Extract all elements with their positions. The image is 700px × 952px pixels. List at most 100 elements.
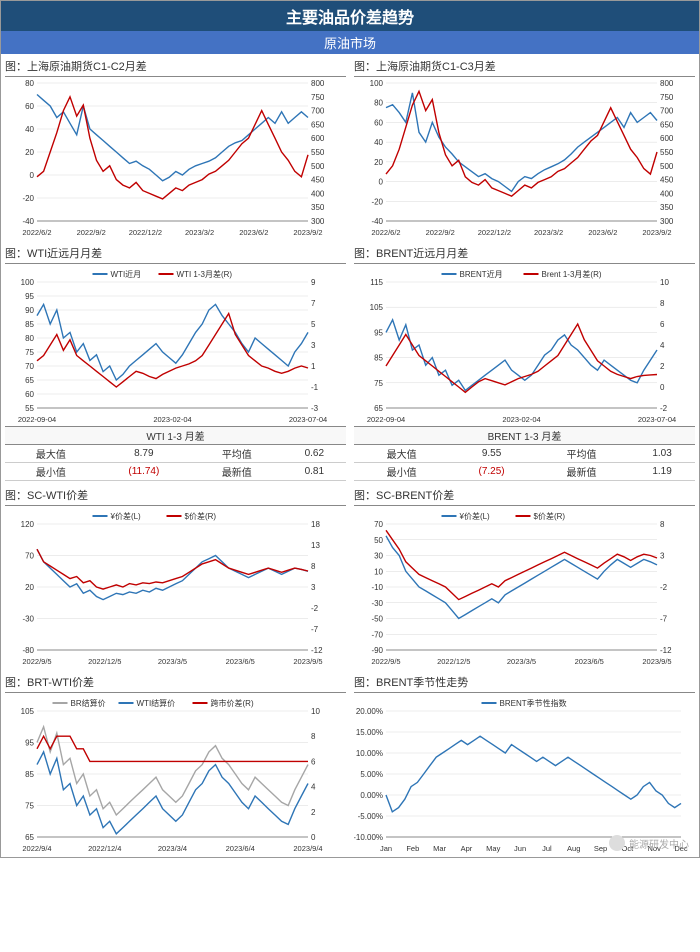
svg-text:95: 95 [25,739,34,748]
svg-text:70: 70 [374,520,383,529]
brent-max: 9.55 [449,445,533,463]
chart-brent-title: 图：BRENT近远月月差 [354,243,695,264]
svg-text:2022/6/2: 2022/6/2 [22,228,51,237]
svg-text:90: 90 [25,306,34,315]
watermark: 能源研发中心 [609,835,689,851]
brent-min: (7.25) [449,463,533,481]
chart-sc-wti: -80-302070120-12-7-23813182022/9/52022/1… [5,508,346,668]
svg-text:60: 60 [25,390,34,399]
svg-text:60: 60 [25,102,34,111]
svg-text:-40: -40 [22,217,34,226]
svg-text:50: 50 [374,536,383,545]
brent-avg-label: 平均值 [534,445,629,463]
svg-text:100: 100 [21,278,35,287]
svg-text:115: 115 [370,278,383,287]
svg-text:3: 3 [660,552,665,561]
svg-text:2022-09-04: 2022-09-04 [367,415,405,424]
chart-c1c3-title: 图：上海原油期货C1-C3月差 [354,56,695,77]
row-4: 图：BRT-WTI价差 6575859510502468102022/9/420… [1,670,699,857]
svg-text:20: 20 [374,158,383,167]
svg-text:8: 8 [660,299,665,308]
svg-text:2023/6/5: 2023/6/5 [575,657,604,666]
chart-sc-brent-title: 图：SC-BRENT价差 [354,485,695,506]
svg-text:¥价差(L): ¥价差(L) [459,511,491,521]
chart-sc-brent-panel: 图：SC-BRENT价差 -90-70-50-30-1010305070-12-… [350,483,699,670]
svg-text:120: 120 [21,520,35,529]
main-title: 主要油品价差趋势 [1,1,699,31]
svg-text:13: 13 [311,541,320,550]
svg-text:20: 20 [25,583,34,592]
chart-brt-wti: 6575859510502468102022/9/42022/12/42023/… [5,695,346,855]
svg-text:40: 40 [25,125,34,134]
svg-text:20: 20 [25,148,34,157]
svg-text:-3: -3 [311,404,319,413]
watermark-text: 能源研发中心 [629,836,689,851]
svg-text:600: 600 [660,134,674,143]
sub-title: 原油市场 [1,31,699,54]
svg-text:400: 400 [311,189,325,198]
svg-text:18: 18 [311,520,320,529]
svg-text:Jul: Jul [542,844,552,853]
chart-c1c3: -40-200204060801003003504004505005506006… [354,79,695,239]
svg-text:Jun: Jun [514,844,526,853]
svg-text:650: 650 [311,120,325,129]
chart-wti-title: 图：WTI近远月月差 [5,243,346,264]
svg-text:-10: -10 [371,583,383,592]
wti-avg: 0.62 [283,445,346,463]
svg-text:85: 85 [25,320,34,329]
svg-text:70: 70 [25,362,34,371]
wti-min: (11.74) [97,463,191,481]
wti-stats-header: WTI 1-3 月差 [5,427,346,445]
svg-text:1: 1 [311,362,316,371]
svg-text:-10.00%: -10.00% [354,833,383,842]
svg-text:600: 600 [311,134,325,143]
chart-c1c2-title: 图：上海原油期货C1-C2月差 [5,56,346,77]
svg-text:9: 9 [311,278,316,287]
svg-text:跨市价差(R): 跨市价差(R) [211,698,254,708]
svg-text:BR结算价: BR结算价 [71,698,106,708]
svg-text:2022-09-04: 2022-09-04 [18,415,56,424]
svg-text:Brent 1-3月差(R): Brent 1-3月差(R) [542,269,602,279]
svg-text:550: 550 [660,148,674,157]
brent-stats-table: BRENT 1-3 月差 最大值 9.55 平均值 1.03 最小值 (7.25… [354,426,695,481]
chart-sc-brent: -90-70-50-30-1010305070-12-7-2382022/9/5… [354,508,695,668]
svg-text:-20: -20 [371,197,383,206]
chart-wti: 556065707580859095100-3-1135792022-09-04… [5,266,346,426]
svg-text:6: 6 [660,320,665,329]
svg-text:2022/9/4: 2022/9/4 [22,844,51,853]
svg-text:105: 105 [370,303,384,312]
brent-min-label: 最小值 [354,463,449,481]
svg-text:300: 300 [311,217,325,226]
svg-text:-2: -2 [660,404,668,413]
svg-text:105: 105 [21,707,35,716]
chart-c1c3-panel: 图：上海原油期货C1-C3月差 -40-20020406080100300350… [350,54,699,241]
svg-text:BRENT季节性指数: BRENT季节性指数 [500,698,567,708]
svg-text:2022/12/2: 2022/12/2 [478,228,511,237]
watermark-icon [609,835,625,851]
svg-text:-7: -7 [311,625,319,634]
svg-text:2022/6/2: 2022/6/2 [371,228,400,237]
svg-text:2023/3/5: 2023/3/5 [158,657,187,666]
svg-text:0: 0 [379,178,384,187]
svg-text:500: 500 [660,162,674,171]
svg-text:2022/12/4: 2022/12/4 [88,844,121,853]
svg-text:WTI 1-3月差(R): WTI 1-3月差(R) [177,269,233,279]
svg-text:60: 60 [374,118,383,127]
svg-text:350: 350 [311,203,325,212]
svg-text:95: 95 [25,292,34,301]
svg-text:0: 0 [311,833,316,842]
svg-text:10: 10 [374,567,383,576]
svg-text:75: 75 [25,802,34,811]
svg-text:55: 55 [25,404,34,413]
row-3: 图：SC-WTI价差 -80-302070120-12-7-2381318202… [1,483,699,670]
svg-text:450: 450 [660,176,674,185]
svg-text:2022/9/5: 2022/9/5 [371,657,400,666]
svg-text:2023/6/5: 2023/6/5 [226,657,255,666]
svg-text:WTI近月: WTI近月 [111,269,142,279]
svg-text:2023/6/2: 2023/6/2 [588,228,617,237]
svg-text:85: 85 [374,354,383,363]
svg-text:2: 2 [660,362,665,371]
svg-text:75: 75 [25,348,34,357]
svg-text:2022/9/2: 2022/9/2 [426,228,455,237]
chart-sc-wti-title: 图：SC-WTI价差 [5,485,346,506]
